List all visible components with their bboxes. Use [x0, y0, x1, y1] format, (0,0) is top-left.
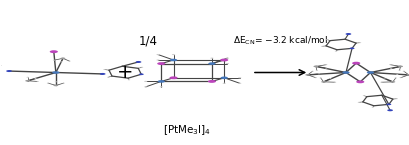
Circle shape: [324, 64, 327, 65]
Circle shape: [315, 70, 317, 71]
FancyArrowPatch shape: [254, 70, 304, 75]
Circle shape: [157, 80, 164, 83]
Circle shape: [61, 58, 65, 59]
Circle shape: [371, 107, 373, 108]
Circle shape: [171, 54, 175, 55]
Circle shape: [351, 62, 360, 65]
Circle shape: [385, 104, 390, 105]
Circle shape: [6, 70, 12, 72]
Circle shape: [402, 71, 404, 72]
Text: [PtMe$_3$I]$_4$: [PtMe$_3$I]$_4$: [162, 123, 210, 137]
Circle shape: [36, 81, 39, 82]
Circle shape: [49, 50, 58, 53]
Circle shape: [358, 42, 360, 43]
Circle shape: [355, 80, 364, 83]
Circle shape: [208, 62, 215, 65]
Circle shape: [328, 78, 330, 79]
Circle shape: [405, 74, 409, 76]
Circle shape: [345, 33, 351, 35]
Circle shape: [333, 82, 335, 83]
Circle shape: [52, 71, 59, 74]
Circle shape: [25, 80, 30, 82]
Circle shape: [140, 67, 143, 68]
Circle shape: [317, 73, 319, 74]
Circle shape: [395, 98, 397, 99]
Circle shape: [357, 102, 359, 103]
Circle shape: [398, 70, 400, 71]
Text: +: +: [117, 63, 133, 82]
Circle shape: [310, 71, 313, 72]
Text: $\Delta$E$_{\mathregular{CN}}$= $-$3.2 kcal/mol: $\Delta$E$_{\mathregular{CN}}$= $-$3.2 k…: [232, 35, 327, 47]
Circle shape: [144, 86, 147, 87]
Circle shape: [312, 66, 317, 67]
Circle shape: [320, 81, 325, 83]
Circle shape: [334, 51, 336, 52]
Circle shape: [238, 77, 241, 78]
Circle shape: [320, 46, 323, 47]
Circle shape: [34, 78, 37, 79]
Circle shape: [128, 79, 130, 80]
Circle shape: [156, 54, 159, 55]
Circle shape: [225, 58, 229, 59]
Circle shape: [222, 83, 225, 84]
Circle shape: [60, 61, 62, 62]
Circle shape: [397, 66, 402, 67]
Circle shape: [210, 58, 213, 59]
Circle shape: [157, 62, 165, 65]
Circle shape: [349, 48, 354, 49]
Circle shape: [54, 81, 57, 82]
Circle shape: [0, 65, 2, 66]
Circle shape: [99, 73, 105, 75]
Circle shape: [238, 83, 241, 84]
Circle shape: [53, 60, 55, 61]
Circle shape: [389, 81, 394, 83]
Circle shape: [389, 68, 391, 69]
Circle shape: [62, 83, 65, 84]
Circle shape: [398, 77, 401, 78]
Circle shape: [144, 81, 147, 82]
Circle shape: [27, 77, 29, 78]
Circle shape: [207, 80, 216, 83]
Circle shape: [362, 95, 364, 96]
Circle shape: [47, 83, 49, 84]
Circle shape: [386, 109, 392, 111]
Circle shape: [103, 69, 106, 70]
Circle shape: [159, 86, 162, 87]
Circle shape: [135, 61, 141, 63]
Circle shape: [53, 85, 58, 86]
Circle shape: [366, 71, 373, 74]
Circle shape: [107, 77, 109, 78]
Circle shape: [305, 74, 310, 76]
Text: 1/4: 1/4: [138, 34, 157, 47]
Circle shape: [139, 73, 144, 75]
Circle shape: [220, 77, 227, 79]
Circle shape: [388, 64, 391, 65]
Circle shape: [395, 74, 398, 75]
Circle shape: [220, 59, 228, 61]
Circle shape: [325, 39, 328, 40]
Circle shape: [314, 77, 316, 78]
Circle shape: [169, 59, 177, 61]
Circle shape: [225, 63, 229, 64]
Circle shape: [169, 76, 177, 79]
Circle shape: [342, 71, 349, 74]
Circle shape: [324, 68, 327, 69]
Circle shape: [156, 59, 159, 61]
Circle shape: [379, 82, 382, 83]
